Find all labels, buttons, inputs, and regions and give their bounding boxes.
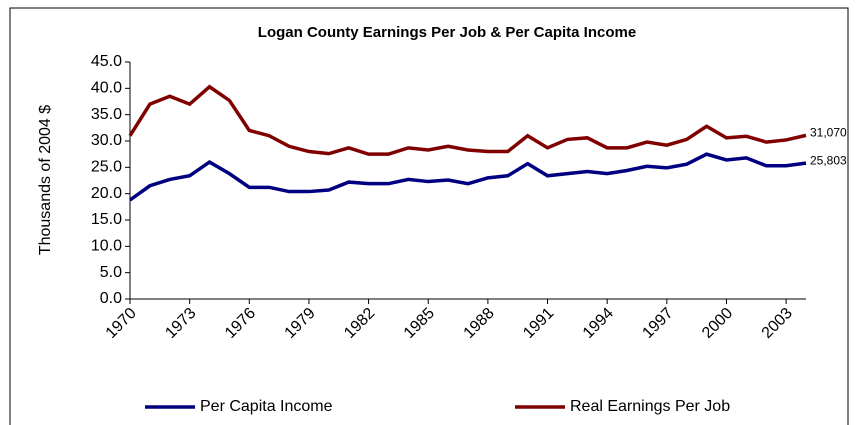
y-tick-label: 25.0 — [91, 159, 122, 176]
y-tick-label: 5.0 — [100, 264, 122, 281]
y-tick-label: 20.0 — [91, 185, 122, 202]
data-label: 25,803 — [810, 153, 847, 167]
data-label: 31,070 — [810, 126, 847, 140]
y-tick-label: 0.0 — [100, 290, 122, 307]
chart-border — [9, 7, 849, 425]
y-tick-label: 45.0 — [91, 53, 122, 70]
series-line — [128, 84, 807, 156]
y-tick-label: 35.0 — [91, 106, 122, 123]
y-tick-label: 15.0 — [91, 211, 122, 228]
y-tick-label: 10.0 — [91, 238, 122, 255]
legend-label: Per Capita Income — [200, 398, 333, 415]
y-axis-label: Thousands of 2004 $ — [37, 105, 54, 255]
y-tick-label: 30.0 — [91, 132, 122, 149]
chart-title: Logan County Earnings Per Job & Per Capi… — [258, 24, 636, 41]
series-line — [128, 152, 807, 202]
legend-label: Real Earnings Per Job — [570, 398, 730, 415]
y-tick-label: 40.0 — [91, 80, 122, 97]
